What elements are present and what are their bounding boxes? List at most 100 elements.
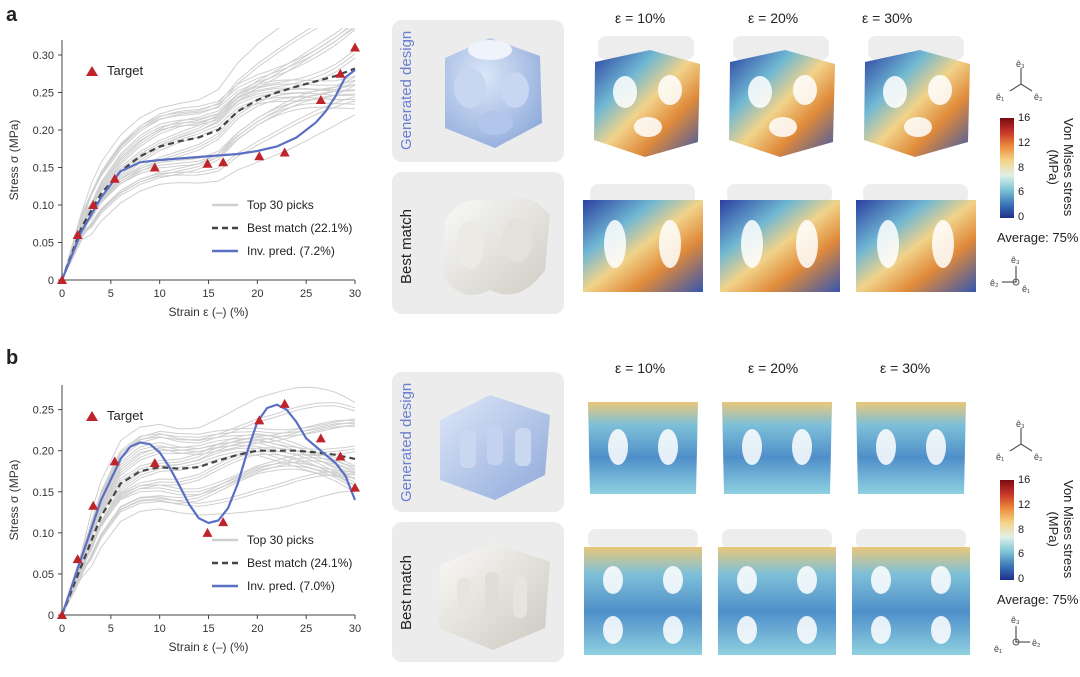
colorbar-title-b: Von Mises stress (MPa) xyxy=(1046,480,1076,578)
target-marker-b-10 xyxy=(335,451,346,461)
y-tick-label-b-3: 0.15 xyxy=(33,487,54,499)
top-pick-curve-b-0 xyxy=(61,490,356,616)
stress-simulation-a-best-20 xyxy=(712,182,847,302)
top-pick-curve-a-0 xyxy=(61,114,356,281)
top-pick-curve-b-16 xyxy=(61,441,356,616)
axis-triad-icon-a-top: ê₃ ê₁ ê₂ xyxy=(996,59,1043,102)
target-marker-b-1 xyxy=(72,554,83,564)
legend-best-label-b: Best match (24.1%) xyxy=(247,556,352,570)
target-marker-a-11 xyxy=(350,42,360,52)
eps-label-b-30: ε = 30% xyxy=(880,360,931,376)
top-pick-curve-a-10 xyxy=(61,100,356,281)
target-marker-b-7 xyxy=(254,415,265,425)
x-tick-label-b-6: 30 xyxy=(349,623,361,635)
y-tick-label-a-2: 0.10 xyxy=(33,200,54,212)
axis-e3-b-bottom: ê₃ xyxy=(1011,615,1020,625)
y-tick-label-a-4: 0.20 xyxy=(33,125,54,137)
x-tick-label-b-0: 0 xyxy=(59,623,65,635)
target-marker-a-4 xyxy=(149,162,160,172)
generated-design-label-b: Generated design xyxy=(398,382,415,502)
top-pick-curve-b-7 xyxy=(61,438,356,616)
target-marker-a-9 xyxy=(315,95,326,104)
y-tick-label-b-5: 0.25 xyxy=(33,405,54,417)
top-pick-curve-a-17 xyxy=(61,28,353,281)
top-pick-curve-b-25 xyxy=(61,444,356,616)
target-marker-b-4 xyxy=(149,458,160,468)
axis-e3-a-bottom: ê₃ xyxy=(1011,255,1020,265)
top-pick-curve-a-24 xyxy=(61,84,356,281)
top-pick-curve-a-9 xyxy=(61,28,344,281)
top-pick-curve-a-16 xyxy=(61,53,356,281)
target-marker-b-5 xyxy=(202,527,213,537)
axis-e1-a-bottom: ê₁ xyxy=(1022,284,1030,294)
axis-e3-a-top: ê₃ xyxy=(1016,59,1025,69)
colorbar-tick-a-12: 12 xyxy=(1018,137,1031,149)
top-pick-curve-b-18 xyxy=(61,422,356,616)
axis-e2-b-top: ê₂ xyxy=(1034,452,1043,462)
x-tick-label-b-5: 25 xyxy=(300,623,312,635)
colorbar-a xyxy=(1000,118,1014,218)
top-pick-curve-a-18 xyxy=(61,28,350,281)
top-pick-curve-a-15 xyxy=(61,80,356,281)
top-pick-curve-b-12 xyxy=(61,465,356,616)
target-marker-b-6 xyxy=(218,517,229,527)
best-match-curve-b xyxy=(60,449,356,616)
colorbar-title-a: Von Mises stress (MPa) xyxy=(1046,118,1076,216)
panel-a-label: a xyxy=(6,4,18,26)
best-match-label-a: Best match xyxy=(398,208,415,284)
axis-e2-b-bottom: ê₂ xyxy=(1032,638,1041,648)
y-tick-label-a-3: 0.15 xyxy=(33,163,54,175)
target-marker-a-7 xyxy=(254,151,265,161)
legend-best-label-a: Best match (22.1%) xyxy=(247,221,352,235)
y-tick-label-b-2: 0.10 xyxy=(33,528,54,540)
top-pick-curve-b-19 xyxy=(61,402,356,616)
x-axis-label-b: Strain ε (–) (%) xyxy=(168,640,248,654)
top-pick-curve-a-8 xyxy=(61,28,348,281)
stress-simulation-b-gen-30 xyxy=(846,382,976,507)
eps-label-a-30: ε = 30% xyxy=(862,10,913,26)
colorbar-title-a-line2: (MPa) xyxy=(1046,149,1061,185)
axis-e1-b-top: ê₁ xyxy=(996,452,1004,462)
axis-triad-icon-b-top: ê₃ ê₁ ê₂ xyxy=(996,419,1043,462)
axis-e2-a-bottom: ê₂ xyxy=(990,278,999,288)
generated-structure-image-b xyxy=(440,395,550,500)
stress-simulation-b-best-30 xyxy=(846,525,976,660)
top-pick-curve-b-9 xyxy=(61,419,356,616)
stress-simulation-b-gen-20 xyxy=(712,382,842,507)
stress-simulation-b-best-10 xyxy=(578,525,708,660)
target-marker-b-0 xyxy=(57,610,67,619)
top-pick-curve-a-28 xyxy=(61,28,319,281)
target-marker-a-6 xyxy=(218,157,229,167)
target-marker-a-3 xyxy=(109,173,120,183)
legend-target-label-b: Target xyxy=(107,408,144,423)
legend-top-label-b: Top 30 picks xyxy=(247,533,314,547)
colorbar-title-b-line1: Von Mises stress xyxy=(1061,480,1076,579)
target-marker-b-8 xyxy=(279,398,290,408)
best-match-label-b: Best match xyxy=(398,554,415,630)
axis-e1-a-top: ê₁ xyxy=(996,92,1004,102)
y-axis-label-a: Stress σ (MPa) xyxy=(7,120,21,201)
colorbar-tick-a-16: 16 xyxy=(1018,112,1031,124)
best-match-structure-image-b xyxy=(439,542,550,650)
top-pick-curve-b-14 xyxy=(61,436,356,616)
stress-simulation-b-gen-10 xyxy=(578,382,708,507)
colorbar-tick-b-6: 6 xyxy=(1018,548,1025,560)
y-tick-label-b-4: 0.20 xyxy=(33,446,54,458)
x-tick-label-b-2: 10 xyxy=(154,623,166,635)
x-tick-label-a-0: 0 xyxy=(59,288,65,300)
colorbar-tick-a-8: 8 xyxy=(1018,162,1025,174)
stress-simulation-a-best-10 xyxy=(575,182,710,302)
y-tick-label-a-6: 0.30 xyxy=(33,50,54,62)
legend-inv-label-b: Inv. pred. (7.0%) xyxy=(247,579,335,593)
stress-strain-chart-a: 0 0.05 0.10 0.15 0.20 0.25 0.30 0 5 10 15 20 25 30 Str… xyxy=(7,28,361,319)
y-tick-label-a-0: 0 xyxy=(48,275,54,287)
target-marker-a-0 xyxy=(57,275,67,284)
top-pick-curve-b-27 xyxy=(61,425,356,616)
y-tick-label-a-5: 0.25 xyxy=(33,88,54,100)
inv-pred-curve-b xyxy=(60,403,357,616)
top-pick-curve-b-22 xyxy=(61,453,356,616)
x-tick-label-a-6: 30 xyxy=(349,288,361,300)
top-pick-curve-b-21 xyxy=(61,468,356,616)
target-marker-a-2 xyxy=(88,200,99,209)
stress-strain-chart-b: 0 0.05 0.10 0.15 0.20 0.25 0 5 10 15 20 25 30 Strain … xyxy=(7,385,361,654)
